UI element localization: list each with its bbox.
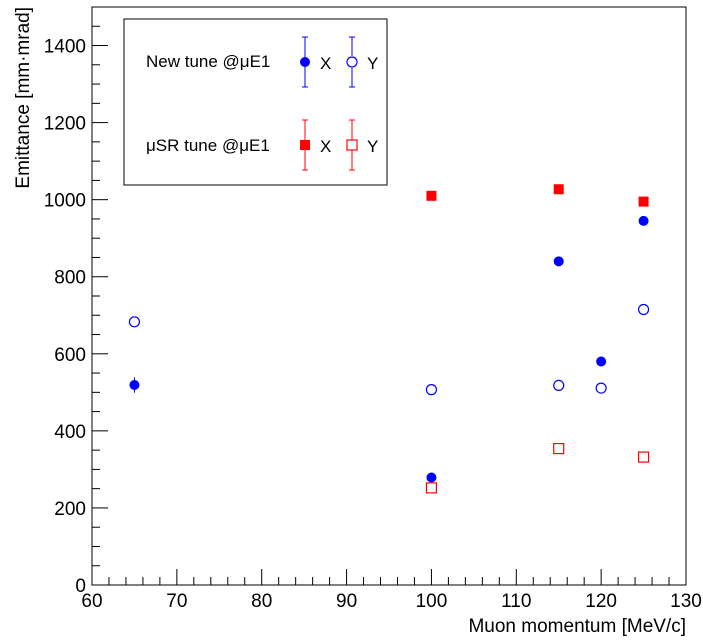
point-open-circle xyxy=(595,382,607,394)
data-points xyxy=(128,184,650,494)
legend-y-label-musr-tune: Y xyxy=(367,137,378,156)
x-axis-title: Muon momentum [MeV/c] xyxy=(468,616,686,637)
point-filled-circle xyxy=(553,256,564,267)
legend-label-musr-tune: μSR tune @μE1 xyxy=(146,136,270,155)
y-axis-ticks: 0 200 400 600 800 1000 1200 1400 xyxy=(44,6,108,597)
point-filled-circle xyxy=(129,380,140,391)
point-open-square xyxy=(553,442,565,455)
x-tick-label: 120 xyxy=(585,591,617,612)
point-filled-circle xyxy=(596,356,607,367)
point-filled-circle xyxy=(638,215,649,226)
legend-x-label-musr-tune: X xyxy=(320,137,331,156)
y-tick-label: 1000 xyxy=(44,191,86,212)
x-tick-label: 90 xyxy=(336,591,357,612)
y-tick-label: 1400 xyxy=(44,37,86,58)
x-tick-label: 130 xyxy=(670,591,702,612)
legend-marker-musr-tune-x xyxy=(300,119,310,171)
legend-marker-new-tune-x xyxy=(300,36,310,88)
y-tick-label: 800 xyxy=(54,268,86,289)
legend-y-label-new-tune: Y xyxy=(367,54,378,73)
x-tick-label: 100 xyxy=(416,591,448,612)
point-filled-square xyxy=(553,184,564,195)
y-tick-label: 400 xyxy=(54,422,86,443)
point-open-circle xyxy=(637,303,650,316)
legend-marker-musr-tune-y xyxy=(346,119,358,171)
x-tick-label: 80 xyxy=(251,591,272,612)
y-tick-label: 1200 xyxy=(44,114,86,135)
legend: New tune @μE1 X Y μSR tune @μE1 X xyxy=(123,18,388,186)
x-axis-ticks: 60 70 80 90 100 110 120 130 xyxy=(81,569,702,612)
x-tick-label: 70 xyxy=(166,591,187,612)
y-tick-label: 600 xyxy=(54,345,86,366)
point-open-circle xyxy=(553,379,565,391)
x-tick-label: 60 xyxy=(81,591,102,612)
point-open-square xyxy=(425,482,438,494)
point-open-circle xyxy=(128,316,141,328)
x-tick-label: 110 xyxy=(501,591,531,612)
point-filled-square xyxy=(638,196,649,207)
legend-label-new-tune: New tune @μE1 xyxy=(146,52,270,71)
legend-x-label-new-tune: X xyxy=(320,54,331,73)
y-tick-label: 0 xyxy=(75,576,86,597)
point-filled-square xyxy=(426,190,437,201)
point-open-circle xyxy=(425,384,438,396)
point-open-square xyxy=(637,451,650,463)
legend-marker-new-tune-y xyxy=(346,36,358,88)
y-axis-title: Emittance [mm·mrad] xyxy=(13,7,34,189)
point-filled-circle xyxy=(426,472,437,483)
y-tick-label: 200 xyxy=(54,499,86,520)
legend-box xyxy=(123,18,388,186)
